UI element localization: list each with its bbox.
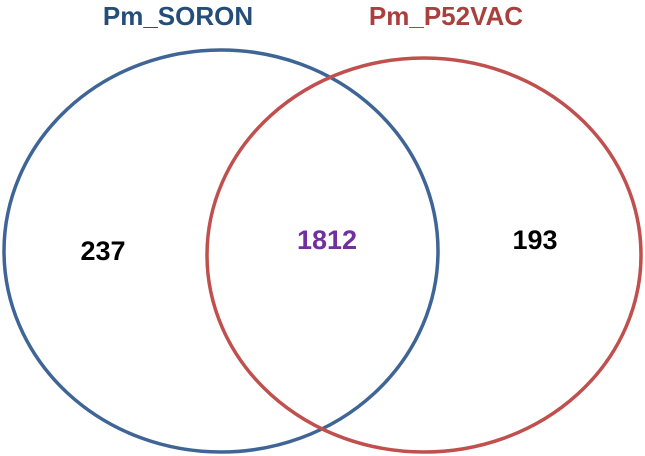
set-circle xyxy=(2,48,440,454)
set-count: 237 xyxy=(80,236,125,266)
set-count: 193 xyxy=(512,225,557,255)
set-label: Pm_SORON xyxy=(103,1,253,31)
set-label: Pm_P52VAC xyxy=(369,1,523,31)
intersection-count: 1812 xyxy=(297,225,357,255)
set-circle xyxy=(205,56,643,454)
